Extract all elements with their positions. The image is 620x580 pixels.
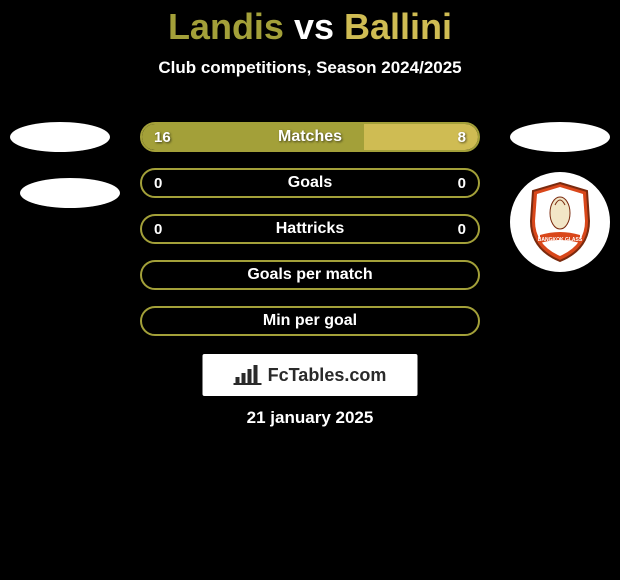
page-title: Landis vs Ballini	[0, 0, 620, 48]
date-text: 21 january 2025	[0, 408, 620, 428]
stat-row: 00Hattricks	[140, 214, 480, 244]
title-player1: Landis	[168, 6, 284, 47]
stats-panel: 168Matches 00Goals 00Hattricks Goals per ma…	[140, 122, 480, 352]
player2-club-badge: BANGKOK GLASS	[510, 172, 610, 272]
player1-portrait	[10, 122, 110, 152]
stat-label: Matches	[142, 128, 478, 146]
stat-label: Min per goal	[142, 312, 478, 330]
stat-row: Min per goal	[140, 306, 480, 336]
subtitle: Club competitions, Season 2024/2025	[0, 58, 620, 78]
bar-chart-icon	[234, 365, 262, 385]
stat-row: 00Goals	[140, 168, 480, 198]
title-vs: vs	[294, 6, 334, 47]
stat-label: Hattricks	[142, 220, 478, 238]
player1-club-badge	[20, 178, 120, 208]
stat-row: Goals per match	[140, 260, 480, 290]
fctables-logo: FcTables.com	[203, 354, 418, 396]
stat-label: Goals	[142, 174, 478, 192]
player2-portrait	[510, 122, 610, 152]
stat-row: 168Matches	[140, 122, 480, 152]
stat-label: Goals per match	[142, 266, 478, 284]
title-player2: Ballini	[344, 6, 452, 47]
logo-text: FcTables.com	[268, 365, 387, 386]
svg-text:BANGKOK GLASS: BANGKOK GLASS	[538, 237, 583, 243]
club-crest-icon: BANGKOK GLASS	[525, 181, 595, 263]
